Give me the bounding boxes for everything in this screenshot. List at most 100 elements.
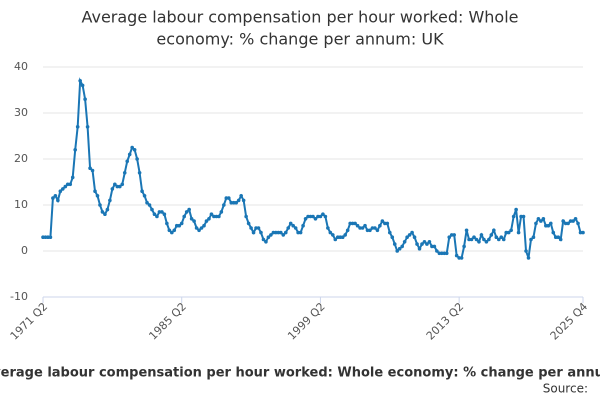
point bbox=[105, 207, 110, 212]
point bbox=[380, 219, 385, 223]
point bbox=[536, 217, 541, 221]
point bbox=[487, 237, 491, 242]
point bbox=[100, 210, 105, 214]
point bbox=[563, 221, 568, 226]
point bbox=[298, 230, 303, 235]
point bbox=[496, 237, 501, 242]
point bbox=[278, 230, 283, 235]
point bbox=[209, 212, 214, 216]
x-tick-label: 1999 Q2 bbox=[285, 300, 328, 343]
point bbox=[85, 125, 90, 129]
point bbox=[340, 235, 345, 239]
point bbox=[331, 233, 335, 237]
point bbox=[130, 145, 134, 150]
point bbox=[417, 246, 422, 251]
point bbox=[187, 207, 191, 212]
point bbox=[551, 230, 556, 235]
point bbox=[179, 221, 184, 226]
point bbox=[145, 200, 149, 205]
point bbox=[75, 125, 80, 129]
point bbox=[402, 240, 407, 244]
point bbox=[482, 237, 486, 242]
point bbox=[239, 194, 243, 198]
point bbox=[43, 235, 48, 239]
point bbox=[375, 228, 380, 233]
point bbox=[440, 251, 444, 256]
point bbox=[88, 166, 92, 170]
point bbox=[318, 214, 323, 219]
legend-label: Average labour compensation per hour wor… bbox=[0, 366, 600, 381]
point bbox=[172, 228, 177, 233]
point bbox=[291, 223, 295, 228]
point bbox=[407, 233, 412, 237]
point bbox=[447, 235, 452, 239]
point bbox=[442, 251, 447, 256]
point bbox=[573, 217, 578, 221]
point bbox=[390, 235, 395, 239]
point bbox=[477, 240, 481, 244]
point bbox=[78, 79, 82, 83]
point bbox=[217, 214, 221, 219]
point bbox=[558, 237, 563, 242]
point bbox=[338, 235, 343, 239]
y-tick-label: 40 bbox=[14, 60, 28, 73]
point bbox=[360, 226, 365, 230]
point bbox=[492, 228, 496, 233]
point bbox=[53, 194, 58, 198]
point bbox=[98, 203, 102, 207]
point bbox=[174, 223, 179, 228]
point bbox=[197, 228, 201, 233]
point bbox=[539, 219, 543, 223]
point bbox=[244, 214, 248, 219]
point bbox=[506, 230, 511, 235]
point bbox=[425, 242, 429, 246]
point bbox=[108, 198, 112, 203]
point bbox=[345, 228, 350, 233]
point bbox=[350, 221, 355, 226]
point bbox=[150, 207, 154, 212]
point bbox=[170, 230, 174, 235]
point bbox=[323, 214, 328, 219]
point bbox=[157, 210, 162, 214]
point bbox=[212, 214, 216, 219]
point bbox=[459, 256, 464, 260]
x-tick-label: 2013 Q2 bbox=[424, 300, 467, 343]
y-tick-label: -10 bbox=[10, 290, 28, 303]
point bbox=[301, 223, 305, 228]
point bbox=[444, 251, 449, 256]
point bbox=[192, 219, 196, 223]
point bbox=[184, 210, 189, 214]
point bbox=[511, 214, 516, 219]
point bbox=[137, 171, 142, 175]
point bbox=[93, 189, 97, 193]
point bbox=[435, 249, 439, 253]
point bbox=[548, 221, 553, 226]
y-tick-label: 30 bbox=[14, 106, 28, 119]
point bbox=[254, 226, 258, 230]
point bbox=[544, 223, 548, 228]
point bbox=[474, 237, 479, 242]
point bbox=[113, 182, 117, 187]
point bbox=[521, 214, 526, 219]
point bbox=[479, 233, 484, 237]
point bbox=[412, 235, 417, 239]
x-tick-label: 2025 Q4 bbox=[548, 300, 591, 343]
point bbox=[132, 148, 137, 152]
point bbox=[276, 230, 281, 235]
point bbox=[326, 226, 330, 230]
point bbox=[430, 244, 434, 249]
point bbox=[531, 235, 536, 239]
point bbox=[452, 233, 456, 237]
point bbox=[464, 228, 469, 233]
point bbox=[422, 240, 427, 244]
series-line bbox=[43, 77, 583, 259]
point bbox=[489, 233, 494, 237]
point bbox=[494, 235, 499, 239]
point bbox=[370, 226, 375, 230]
y-tick-label: 0 bbox=[21, 244, 28, 257]
point bbox=[120, 182, 125, 187]
point bbox=[499, 235, 504, 239]
point bbox=[566, 221, 570, 226]
point bbox=[561, 219, 565, 223]
point bbox=[46, 235, 50, 239]
